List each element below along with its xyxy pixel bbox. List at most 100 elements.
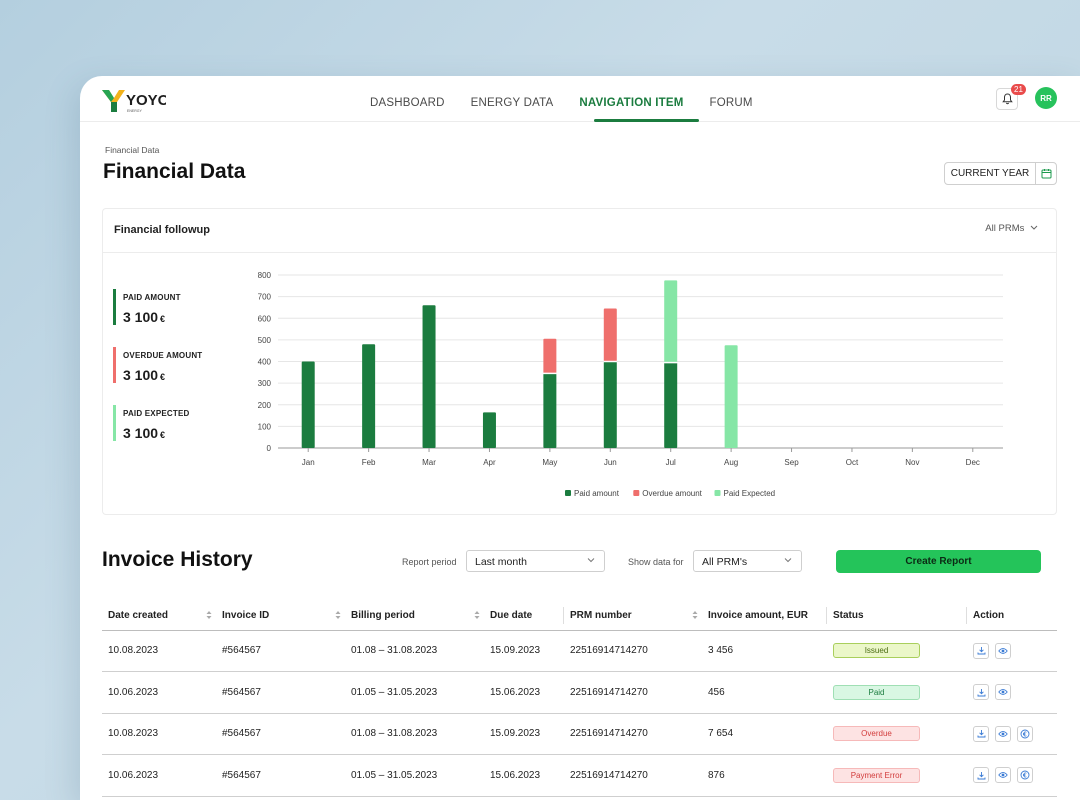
cell-status: Paid <box>827 671 967 714</box>
user-avatar[interactable]: RR <box>1035 87 1057 109</box>
bell-icon <box>1001 93 1013 105</box>
table-row[interactable]: 10.08.2023 #564567 01.08 – 31.08.2023 15.09… <box>102 713 1057 755</box>
notification-count-badge: 21 <box>1011 84 1026 95</box>
nav-energy-data[interactable]: ENERGY DATA <box>470 97 554 109</box>
financial-bar-chart: 0 100 200 300 400 500 600 700 800 Jan Feb Mar Apr May… <box>258 271 1003 498</box>
nav-dashboard[interactable]: DASHBOARD <box>370 97 445 109</box>
calendar-icon[interactable] <box>1036 163 1056 184</box>
eye-icon[interactable] <box>995 684 1011 701</box>
cell-due-date: 15.06.2023 <box>484 671 564 714</box>
column-header-date-created[interactable]: Date created <box>102 601 216 631</box>
euro-icon[interactable] <box>1017 767 1033 784</box>
legend-label: Overdue amount <box>642 489 702 498</box>
yoyo-logo[interactable]: YOYO ENERGY <box>102 86 166 114</box>
nav-forum[interactable]: FORUM <box>709 97 753 109</box>
y-tick-label: 300 <box>258 379 272 388</box>
sort-icon[interactable] <box>335 610 341 620</box>
legend-label: Paid amount <box>574 489 620 498</box>
cell-actions <box>967 671 1057 714</box>
card-title: Financial followup <box>114 224 210 236</box>
legend-label: Paid Expected <box>724 489 776 498</box>
column-header-prm-number[interactable]: PRM number <box>564 601 702 631</box>
status-badge: Overdue <box>833 726 920 742</box>
eye-icon[interactable] <box>995 725 1011 742</box>
stat-paid-amount: PAID AMOUNT 3 100 € <box>113 289 181 325</box>
sort-icon[interactable] <box>474 610 480 620</box>
stat-value: 3 100 € <box>123 425 166 441</box>
download-icon[interactable] <box>973 725 989 742</box>
period-picker-label: CURRENT YEAR <box>945 163 1036 184</box>
row-actions <box>973 684 1011 701</box>
card-header: Financial followup All PRMs <box>103 209 1056 253</box>
legend-swatch <box>633 490 640 496</box>
bar-paid-amount <box>664 362 678 448</box>
download-icon[interactable] <box>973 767 989 784</box>
eye-icon[interactable] <box>995 642 1011 659</box>
column-header-action: Action <box>967 601 1057 631</box>
cell-billing-period: 01.05 – 31.05.2023 <box>345 671 484 714</box>
cell-due-date: 15.09.2023 <box>484 630 564 672</box>
eye-icon[interactable] <box>995 767 1011 784</box>
column-header-billing-period[interactable]: Billing period <box>345 601 484 631</box>
x-tick-label: Nov <box>905 458 919 467</box>
report-period-select[interactable]: Last month <box>466 550 605 572</box>
y-tick-label: 800 <box>258 271 272 280</box>
y-tick-label: 400 <box>258 358 272 367</box>
euro-icon[interactable] <box>1017 725 1033 742</box>
main-nav: DASHBOARD ENERGY DATA NAVIGATION ITEM FO… <box>370 76 779 122</box>
sort-icon[interactable] <box>206 610 212 620</box>
create-report-button[interactable]: Create Report <box>836 550 1041 573</box>
invoice-history-title: Invoice History <box>102 548 253 571</box>
table-row[interactable]: 10.06.2023 #564567 01.05 – 31.05.2023 15.06… <box>102 754 1057 797</box>
invoice-table: Date created Invoice ID Billing period D… <box>102 601 1057 797</box>
x-tick-label: Sep <box>784 458 799 467</box>
x-tick-label: Mar <box>422 458 436 467</box>
stat-label: PAID EXPECTED <box>123 409 190 418</box>
column-header-invoice-amount[interactable]: Invoice amount, EUR <box>702 601 827 631</box>
cell-prm-number: 22516914714270 <box>564 713 702 755</box>
bar-overdue-amount <box>543 338 557 374</box>
table-row[interactable]: 10.08.2023 #564567 01.08 – 31.08.2023 15.09… <box>102 630 1057 672</box>
x-tick-label: Jun <box>604 458 617 467</box>
show-data-select[interactable]: All PRM's <box>693 550 802 572</box>
column-header-status[interactable]: Status <box>827 601 967 631</box>
cell-invoice-amount: 456 <box>702 671 827 714</box>
bar-paid-expected <box>724 345 738 448</box>
bar-paid-amount <box>603 361 617 448</box>
nav-navigation-item[interactable]: NAVIGATION ITEM <box>579 76 699 122</box>
table-row[interactable]: 10.06.2023 #564567 01.05 – 31.05.2023 15.06… <box>102 671 1057 714</box>
cell-date-created: 10.08.2023 <box>102 713 216 755</box>
row-actions <box>973 642 1011 659</box>
download-icon[interactable] <box>973 642 989 659</box>
x-tick-label: Oct <box>846 458 859 467</box>
prm-filter-dropdown[interactable]: All PRMs <box>985 223 1038 234</box>
sort-icon[interactable] <box>692 610 698 620</box>
column-header-due-date[interactable]: Due date <box>484 601 564 631</box>
chevron-down-icon <box>784 558 792 563</box>
period-picker[interactable]: CURRENT YEAR <box>944 162 1057 185</box>
y-tick-label: 600 <box>258 314 272 323</box>
column-header-invoice-id[interactable]: Invoice ID <box>216 601 345 631</box>
stat-value: 3 100 € <box>123 367 166 383</box>
legend-swatch <box>565 490 571 496</box>
breadcrumb[interactable]: Financial Data <box>105 145 160 155</box>
row-actions <box>973 767 1033 784</box>
status-badge: Payment Error <box>833 767 920 783</box>
y-tick-label: 500 <box>258 336 272 345</box>
y-tick-label: 200 <box>258 401 272 410</box>
cell-billing-period: 01.05 – 31.05.2023 <box>345 754 484 797</box>
logo-subtext: ENERGY <box>127 109 142 113</box>
x-tick-label: Dec <box>966 458 980 467</box>
bar-paid-amount <box>362 344 376 448</box>
stat-overdue-amount: OVERDUE AMOUNT 3 100 € <box>113 347 202 383</box>
chevron-down-icon <box>587 558 595 563</box>
show-data-value: All PRM's <box>702 556 748 568</box>
cell-billing-period: 01.08 – 31.08.2023 <box>345 630 484 672</box>
status-badge: Paid <box>833 684 920 700</box>
report-period-label: Report period <box>402 557 457 567</box>
notifications-button[interactable] <box>996 88 1018 110</box>
cell-actions <box>967 630 1057 672</box>
stat-value: 3 100 € <box>123 309 166 325</box>
y-tick-label: 700 <box>258 293 272 302</box>
download-icon[interactable] <box>973 684 989 701</box>
